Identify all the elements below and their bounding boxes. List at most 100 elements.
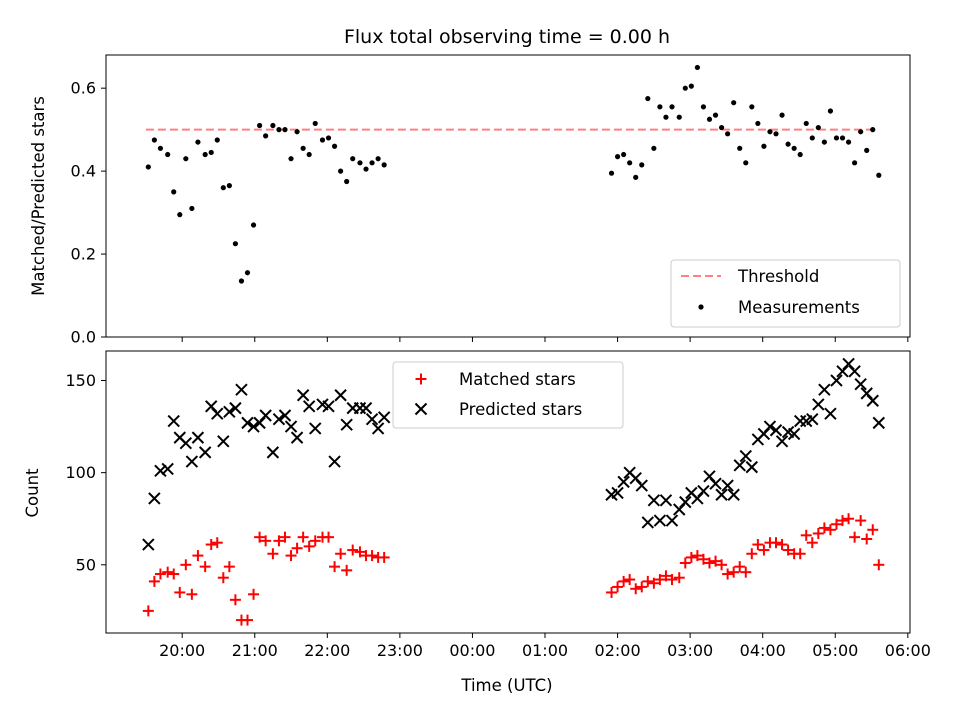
matched-point bbox=[624, 574, 636, 586]
measurement-point bbox=[189, 205, 195, 212]
predicted-point bbox=[247, 420, 260, 433]
measurement-point bbox=[815, 124, 821, 131]
measurement-point bbox=[858, 129, 864, 135]
matched-point bbox=[758, 544, 770, 556]
predicted-legend-swatch bbox=[414, 402, 428, 416]
measurement-point bbox=[621, 151, 627, 158]
measurement-point bbox=[244, 270, 251, 276]
matched-point bbox=[347, 544, 359, 556]
measurement-point bbox=[614, 154, 621, 160]
measurement-point bbox=[202, 151, 208, 158]
matched-point bbox=[148, 575, 160, 587]
predicted-point bbox=[217, 435, 230, 448]
measurement-point bbox=[833, 135, 840, 141]
matched-point bbox=[691, 550, 703, 562]
predicted-point bbox=[185, 455, 199, 468]
matched-point bbox=[697, 553, 709, 565]
measurement-point bbox=[657, 104, 663, 110]
measurement-point bbox=[737, 145, 743, 151]
measurement-point bbox=[306, 151, 312, 158]
matched-point bbox=[782, 544, 794, 556]
matched-point bbox=[837, 515, 849, 527]
measurement-point bbox=[688, 83, 694, 89]
predicted-point bbox=[617, 475, 630, 489]
measurement-point bbox=[276, 127, 282, 133]
matched-point bbox=[229, 594, 241, 606]
matched-point bbox=[806, 537, 818, 549]
measurement-point bbox=[157, 145, 164, 151]
y-tick-label: 0.0 bbox=[71, 328, 96, 347]
x-tick-label: 03:00 bbox=[667, 641, 713, 660]
y-tick-label: 150 bbox=[65, 371, 96, 390]
y-tick-label: 100 bbox=[65, 463, 96, 482]
matched-legend-swatch bbox=[415, 373, 427, 385]
predicted-point bbox=[365, 412, 379, 426]
matched-point bbox=[648, 577, 660, 589]
count-x-ticks: 20:00 21:00 22:00 23:00 00:00 01:00 02:00 03:00… bbox=[159, 633, 931, 660]
predicted-point bbox=[733, 459, 746, 472]
predicted-point bbox=[266, 446, 280, 459]
predicted-point bbox=[635, 479, 648, 492]
predicted-point bbox=[787, 427, 801, 441]
predicted-point bbox=[223, 405, 236, 419]
predicted-point bbox=[872, 416, 886, 430]
measurement-point bbox=[294, 129, 300, 135]
x-tick-label: 22:00 bbox=[304, 641, 350, 660]
measurement-point bbox=[870, 127, 876, 133]
count-axes-frame bbox=[105, 350, 911, 634]
count-legend: Matched stars Predicted stars bbox=[392, 361, 624, 429]
measurement-point bbox=[864, 147, 870, 153]
x-tick-label: 21:00 bbox=[232, 641, 278, 660]
chart-title: Flux total observing time = 0.00 h bbox=[344, 26, 670, 48]
predicted-point bbox=[309, 422, 322, 435]
measurement-point bbox=[288, 156, 294, 162]
matched-point bbox=[154, 568, 166, 580]
x-tick-label: 04:00 bbox=[740, 641, 786, 660]
measurement-point bbox=[171, 189, 177, 195]
predicted-point bbox=[302, 400, 316, 413]
predicted-point bbox=[371, 422, 385, 435]
matched-point bbox=[800, 529, 812, 541]
predicted-point bbox=[709, 477, 722, 490]
matched-point bbox=[291, 542, 303, 554]
x-tick-label: 23:00 bbox=[377, 641, 423, 660]
predicted-point bbox=[679, 495, 692, 509]
count-panel: 50 100 150 20:00 21:00 22:00 23:00 00:00 01:00 0… bbox=[23, 350, 931, 695]
matched-point bbox=[612, 581, 624, 593]
matched-point bbox=[830, 518, 842, 530]
matched-point bbox=[186, 588, 198, 600]
predicted-point bbox=[278, 409, 292, 422]
matched-point bbox=[223, 561, 235, 573]
measurement-point bbox=[791, 145, 797, 151]
measurement-point bbox=[821, 139, 827, 145]
measurement-point bbox=[627, 160, 633, 166]
matched-point bbox=[710, 555, 722, 567]
matched-point bbox=[679, 557, 691, 569]
measurement-point bbox=[270, 122, 276, 129]
predicted-point bbox=[148, 492, 161, 505]
measurement-point bbox=[381, 162, 387, 168]
matched-point bbox=[654, 574, 666, 586]
predicted-point bbox=[848, 365, 861, 378]
predicted-point bbox=[739, 449, 752, 463]
predicted-point bbox=[806, 412, 819, 426]
matched-point bbox=[703, 557, 715, 569]
matched-point bbox=[722, 568, 734, 580]
predicted-point bbox=[697, 484, 710, 498]
matched-point bbox=[630, 583, 642, 595]
matched-point bbox=[666, 574, 678, 586]
measurement-point bbox=[357, 160, 363, 166]
measurement-point bbox=[827, 108, 834, 114]
matched-point bbox=[180, 559, 192, 571]
predicted-point bbox=[259, 409, 272, 422]
measurement-point bbox=[773, 131, 779, 137]
y-tick-label: 0.2 bbox=[71, 245, 96, 264]
predicted-point bbox=[235, 383, 248, 396]
matched-point bbox=[812, 527, 824, 539]
measurement-point bbox=[876, 172, 882, 178]
measurement-point bbox=[767, 129, 773, 135]
predicted-point bbox=[340, 418, 353, 431]
measurement-point bbox=[706, 116, 713, 122]
x-tick-label: 20:00 bbox=[159, 641, 205, 660]
measurement-point bbox=[669, 104, 675, 110]
